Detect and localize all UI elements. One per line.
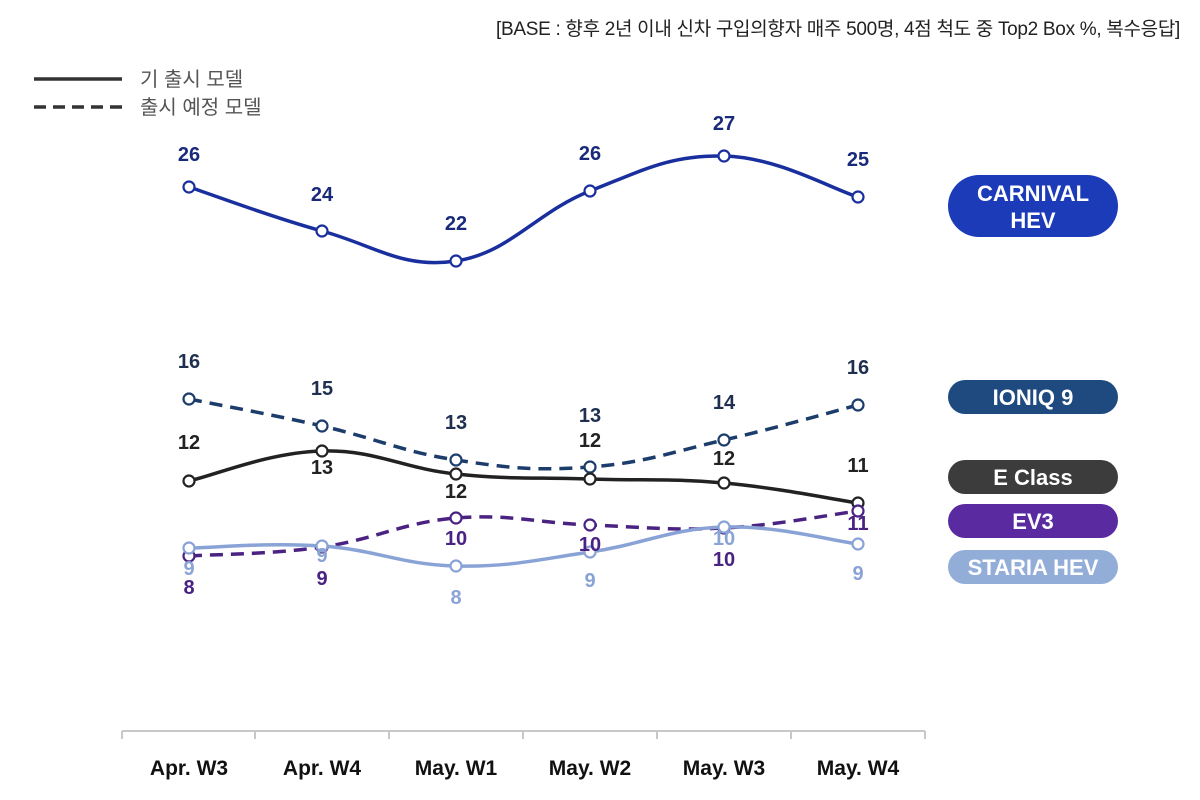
data-label: 12 (579, 430, 601, 452)
data-label: 15 (311, 378, 333, 400)
data-label: 10 (579, 534, 601, 556)
data-point (182, 474, 196, 488)
data-point (449, 254, 463, 268)
series-badge (948, 504, 1118, 538)
data-label: 9 (584, 570, 595, 592)
data-label: 8 (450, 587, 461, 609)
data-point (182, 541, 196, 555)
data-label: 12 (713, 448, 735, 470)
data-point (851, 190, 865, 204)
legend-label: 기 출시 모델 (140, 68, 243, 91)
data-point (717, 476, 731, 490)
series-badge (948, 380, 1118, 414)
data-point (315, 419, 329, 433)
data-point (182, 392, 196, 406)
data-label: 12 (178, 432, 200, 454)
data-point (449, 453, 463, 467)
x-tick-label: Apr. W3 (150, 757, 228, 780)
data-point (583, 184, 597, 198)
data-label: 22 (445, 213, 467, 235)
series-line (188, 525, 859, 568)
data-label: 11 (847, 513, 868, 535)
data-point (449, 559, 463, 573)
series-line (188, 449, 859, 505)
legend-label: 출시 예정 모델 (140, 96, 262, 119)
series-lines (188, 154, 859, 568)
data-point (851, 537, 865, 551)
data-point (717, 433, 731, 447)
data-point (851, 504, 865, 518)
data-point (315, 224, 329, 238)
data-label: 24 (311, 184, 334, 206)
series-badge-label: STARIA HEV (968, 555, 1099, 580)
data-point (449, 511, 463, 525)
x-axis: Apr. W3 Apr. W4 May. W1 May. W2 May. W3 May. … (121, 730, 926, 780)
data-label: 14 (713, 392, 736, 414)
data-point (182, 180, 196, 194)
series-badge-label: E Class (993, 465, 1073, 490)
data-label: 13 (311, 457, 333, 479)
data-label: 13 (445, 412, 467, 434)
data-point (851, 398, 865, 412)
data-label: 8 (183, 577, 194, 599)
data-label: 26 (178, 144, 200, 166)
x-tick-label: May. W2 (549, 757, 631, 780)
data-point (583, 518, 597, 532)
series-points (182, 149, 865, 573)
data-label: 9 (852, 563, 863, 585)
data-label: 11 (847, 455, 868, 477)
series-line (188, 154, 859, 265)
data-point (583, 460, 597, 474)
data-label: 10 (713, 528, 735, 550)
data-point (315, 444, 329, 458)
series-badge (948, 460, 1118, 494)
data-label: 16 (847, 357, 869, 379)
data-point (717, 520, 731, 534)
base-note: [BASE : 향후 2년 이내 신차 구입의향자 매주 500명, 4점 척도… (496, 19, 1180, 40)
series-badge (948, 550, 1118, 584)
data-label: 9 (183, 558, 194, 580)
series-line (188, 397, 859, 471)
series-badge (948, 175, 1118, 237)
data-label: 13 (579, 405, 601, 427)
x-tick-label: May. W4 (817, 757, 900, 780)
data-point (583, 545, 597, 559)
series-badge-label: HEV (1010, 208, 1056, 233)
data-point (583, 472, 597, 486)
data-label: 26 (579, 143, 601, 165)
data-label: 25 (847, 149, 869, 171)
data-label: 10 (713, 549, 735, 571)
data-point (717, 149, 731, 163)
data-label: 9 (316, 568, 327, 590)
x-tick-label: May. W1 (415, 757, 498, 780)
series-badge-label: CARNIVAL (977, 181, 1089, 206)
x-tick-label: May. W3 (683, 757, 765, 780)
x-tick-label: Apr. W4 (283, 757, 361, 780)
data-label: 10 (445, 528, 467, 550)
series-badge-label: IONIQ 9 (993, 385, 1074, 410)
data-label: 9 (316, 545, 327, 567)
data-label: 27 (713, 113, 735, 135)
data-label: 12 (445, 481, 467, 503)
data-point (449, 467, 463, 481)
data-point (315, 539, 329, 553)
series-line (188, 509, 859, 558)
data-label: 16 (178, 351, 200, 373)
series-badge-label: EV3 (1012, 509, 1054, 534)
